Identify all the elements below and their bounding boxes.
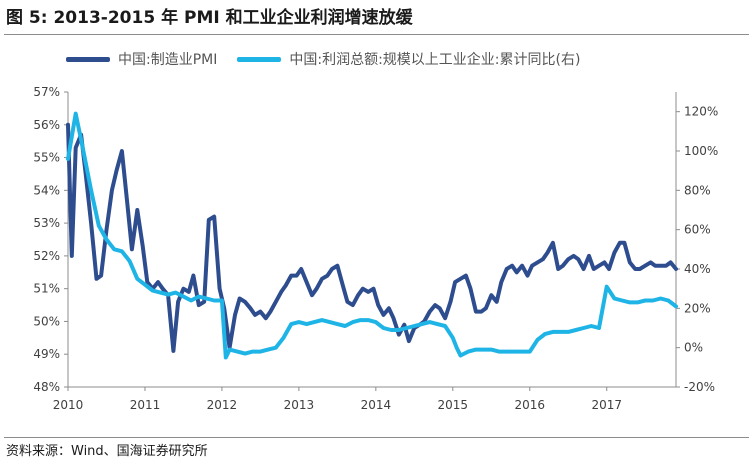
chart-legend: 中国:制造业PMI 中国:利润总额:规模以上工业企业:累计同比(右) [66,44,600,74]
y-right-tick-label: 40% [684,262,711,276]
y-left-tick-label: 50% [33,314,60,328]
y-right-tick-label: 120% [684,105,718,119]
source-divider [4,437,749,438]
legend-swatch-pmi [66,56,110,62]
title-divider [4,34,749,35]
legend-label-pmi: 中国:制造业PMI [118,52,218,68]
x-tick-label: 2015 [438,398,469,412]
legend-item-profit: 中国:利润总额:规模以上工业企业:累计同比(右) [237,49,580,69]
y-right-tick-label: 80% [684,183,711,197]
y-left-tick-label: 54% [33,183,60,197]
y-left-tick-label: 56% [33,118,60,132]
y-left-tick-label: 49% [33,347,60,361]
y-left-tick-label: 53% [33,216,60,230]
x-tick-label: 2011 [130,398,161,412]
y-right-tick-label: -20% [684,380,715,394]
x-tick-label: 2016 [514,398,545,412]
legend-item-pmi: 中国:制造业PMI [66,49,217,69]
y-left-tick-label: 48% [33,380,60,394]
y-right-tick-label: 100% [684,144,718,158]
y-right-tick-label: 60% [684,223,711,237]
y-left-tick-label: 51% [33,282,60,296]
legend-swatch-profit [237,56,282,62]
x-tick-label: 2010 [53,398,84,412]
series-line-pmi [66,122,678,353]
y-left-tick-label: 52% [33,249,60,263]
source-note: 资料来源：Wind、国海证券研究所 [6,444,208,459]
x-tick-label: 2017 [591,398,622,412]
x-tick-label: 2012 [207,398,238,412]
x-tick-label: 2013 [284,398,315,412]
figure-title: 图 5: 2013-2015 年 PMI 和工业企业利润增速放缓 [6,8,413,28]
y-left-tick-label: 57% [33,85,60,99]
legend-label-profit: 中国:利润总额:规模以上工业企业:累计同比(右) [289,52,581,68]
y-left-tick-label: 55% [33,151,60,165]
series-line-profit [66,111,678,360]
y-right-tick-label: 0% [684,341,703,355]
x-tick-label: 2014 [361,398,392,412]
y-right-tick-label: 20% [684,301,711,315]
